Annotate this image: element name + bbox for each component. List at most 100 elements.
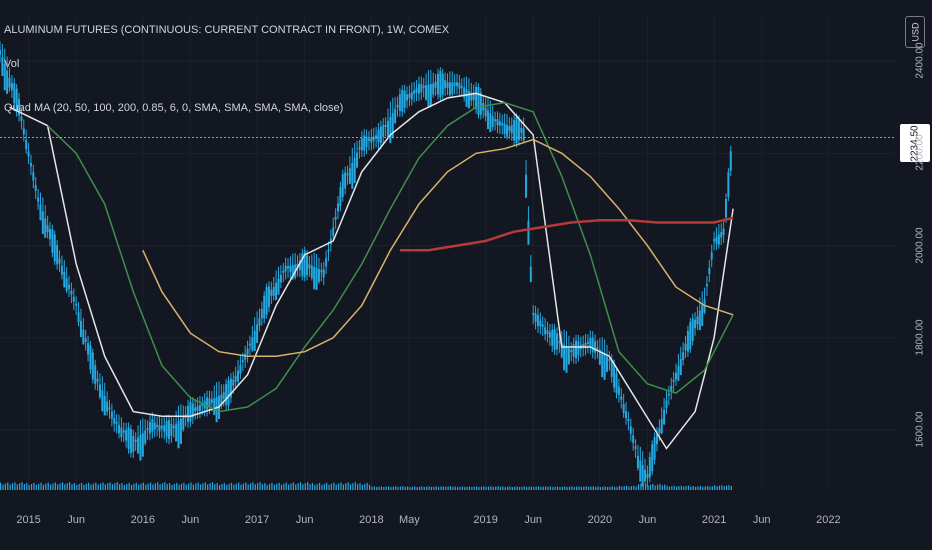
price-candle-body: [172, 425, 175, 429]
price-candle-body: [37, 197, 40, 202]
price-candle-body: [560, 342, 563, 358]
x-tick-label: Jun: [638, 514, 657, 526]
volume-bar: [309, 484, 311, 490]
volume-bar: [680, 485, 682, 490]
price-candle-body: [651, 444, 654, 472]
volume-bar: [54, 482, 56, 490]
price-candle-body: [98, 384, 101, 398]
volume-bar: [533, 486, 535, 490]
price-candle-body: [32, 172, 35, 181]
volume-bar: [285, 482, 287, 490]
volume-bar: [685, 486, 687, 490]
price-candle-body: [665, 400, 668, 408]
volume-bar: [326, 482, 328, 490]
price-candle-body: [451, 82, 454, 94]
volume-bar: [556, 486, 559, 490]
volume-bar: [149, 482, 152, 490]
volume-bar: [449, 486, 452, 490]
price-candle-body: [667, 393, 670, 396]
volume-bar: [392, 486, 394, 490]
price-candle-body: [567, 348, 570, 365]
volume-bar: [295, 484, 297, 490]
price-candle-body: [13, 83, 16, 104]
price-candle-body: [694, 319, 697, 329]
last-price-tag: 2234.50: [900, 124, 930, 162]
price-candle-body: [89, 345, 92, 370]
volume-bar: [371, 486, 373, 490]
price-candle-body: [517, 120, 520, 141]
price-candle-body: [615, 373, 618, 394]
price-candle-body: [194, 407, 197, 412]
volume-bar: [683, 486, 685, 490]
volume-bar: [19, 483, 21, 490]
price-candle-body: [539, 320, 542, 327]
price-candle-body: [436, 73, 439, 95]
volume-bar: [304, 483, 306, 490]
price-candle-body: [213, 398, 216, 416]
volume-bar: [440, 486, 442, 490]
volume-bar: [138, 484, 140, 490]
price-candle-body: [565, 346, 568, 373]
volume-bar: [204, 482, 206, 490]
price-candle-body: [225, 384, 228, 405]
volume-bar: [133, 483, 135, 490]
price-candle-body: [334, 216, 337, 220]
price-candle-body: [144, 430, 147, 444]
price-candle-body: [705, 284, 708, 287]
price-candle-body: [82, 329, 85, 345]
price-candle-body: [496, 119, 499, 126]
price-candle-body: [446, 82, 449, 88]
price-candle-body: [168, 420, 171, 439]
volume-bar: [92, 483, 95, 490]
price-candle-body: [401, 89, 404, 112]
currency-scale-button[interactable]: USD: [905, 16, 925, 48]
price-candle-body: [163, 425, 166, 432]
price-candle-body: [701, 304, 704, 327]
price-candle-body: [434, 81, 437, 88]
volume-bar: [259, 482, 261, 490]
price-candle-body: [403, 90, 406, 108]
price-candle-body: [456, 82, 459, 87]
volume-bar: [714, 485, 716, 490]
price-candle-body: [146, 428, 149, 431]
price-candle-body: [353, 157, 356, 184]
volume-bar: [228, 483, 230, 490]
volume-bar: [535, 486, 537, 490]
volume-bar: [709, 486, 711, 490]
price-candle-body: [160, 425, 163, 429]
price-candle-body: [551, 329, 554, 346]
price-candle-body: [227, 380, 230, 406]
price-candle-body: [577, 341, 580, 355]
volume-bar: [480, 486, 483, 490]
volume-bar: [233, 484, 235, 490]
volume-bar: [452, 486, 454, 490]
price-candle-body: [325, 258, 328, 267]
price-candle-body: [72, 296, 75, 302]
volume-bar: [514, 486, 516, 490]
price-candle-body: [137, 437, 140, 454]
price-candle-body: [501, 122, 504, 126]
price-candle-body: [182, 416, 185, 430]
volume-bar: [511, 487, 513, 490]
price-candle-body: [232, 379, 235, 386]
price-candle-body: [165, 421, 168, 437]
volume-bar: [461, 486, 463, 490]
price-candle-body: [3, 63, 6, 91]
price-candle-body: [558, 341, 561, 344]
price-candle-body: [179, 418, 182, 444]
volume-bar: [180, 483, 183, 490]
volume-bar: [414, 486, 416, 490]
price-candle-body: [639, 460, 642, 482]
volume-bar: [111, 484, 114, 490]
volume-bar: [61, 482, 64, 490]
price-candle-body: [134, 439, 137, 442]
volume-bar: [592, 486, 594, 490]
volume-bar: [152, 484, 154, 490]
price-candle-body: [346, 173, 349, 176]
price-candle-body: [522, 128, 525, 141]
price-candle-body: [206, 397, 209, 410]
volume-bar: [214, 484, 216, 490]
price-candle-body: [427, 84, 430, 109]
price-candle-body: [420, 84, 423, 93]
